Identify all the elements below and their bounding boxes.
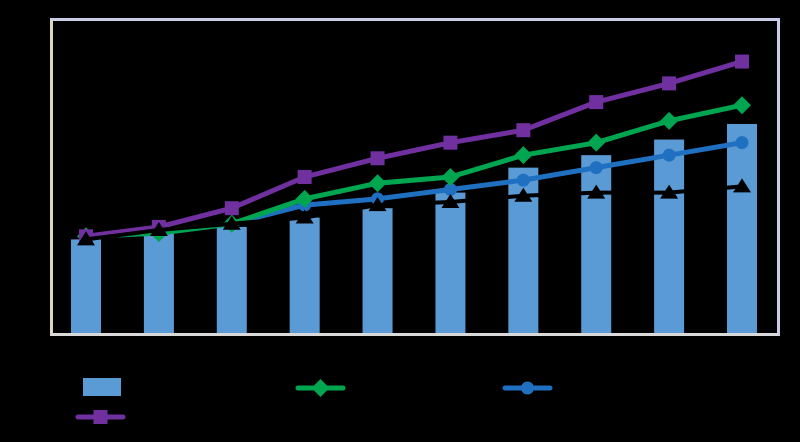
line-black-triangles-marker [587,184,606,199]
line-black-triangles-marker [441,193,460,208]
bar-column [143,233,174,333]
line-black-triangles-marker [149,222,168,237]
plot-area-border [50,18,780,336]
legend-bars-light-blue-swatch [83,378,121,396]
line-black-triangles-marker [660,184,679,199]
legend-line-green-diamonds-marker [311,379,330,397]
line-blue-circles-marker [662,148,676,162]
line-black-triangles-path [84,184,744,242]
line-green-diamonds-marker [514,146,533,165]
line-black-triangles-marker [295,209,314,224]
line-black-triangles-marker [514,187,533,202]
line-purple-squares-marker [224,201,239,216]
line-black-triangles-marker [77,231,95,246]
legend-line-purple-squares-marker [93,410,108,424]
legend-line-blue-circles-marker [521,381,534,395]
bar-column [654,139,685,333]
line-green-diamonds-marker [733,96,751,115]
bar-column [362,208,393,333]
bar-column [581,155,612,333]
bar-column [216,226,247,333]
line-blue-circles-marker [589,161,603,175]
line-black-triangles-marker [222,215,241,230]
line-purple-squares-marker [443,135,458,150]
line-black-triangles-marker [733,178,751,193]
line-blue-circles-marker [735,136,749,150]
line-purple-squares-marker [370,151,385,166]
line-green-diamonds-marker [295,189,314,208]
line-purple-squares-path [83,59,745,239]
bar-column [71,239,101,333]
line-purple-squares-marker [589,95,604,110]
line-black-triangles-marker [368,197,387,212]
bar-column [289,217,320,333]
line-green-diamonds-path [83,102,745,239]
line-green-diamonds-marker [587,133,606,152]
line-green-diamonds-marker [660,111,679,130]
bar-column [435,192,466,333]
line-green-diamonds-marker [441,168,460,186]
line-purple-squares-marker [662,76,677,91]
line-green-diamonds-marker [368,174,387,193]
bar-column [727,123,757,334]
line-blue-circles-marker [516,173,530,187]
line-purple-squares-marker [516,123,531,138]
line-blue-circles-marker [443,182,457,196]
line-purple-squares-marker [297,170,312,184]
line-purple-squares-marker [735,54,749,69]
